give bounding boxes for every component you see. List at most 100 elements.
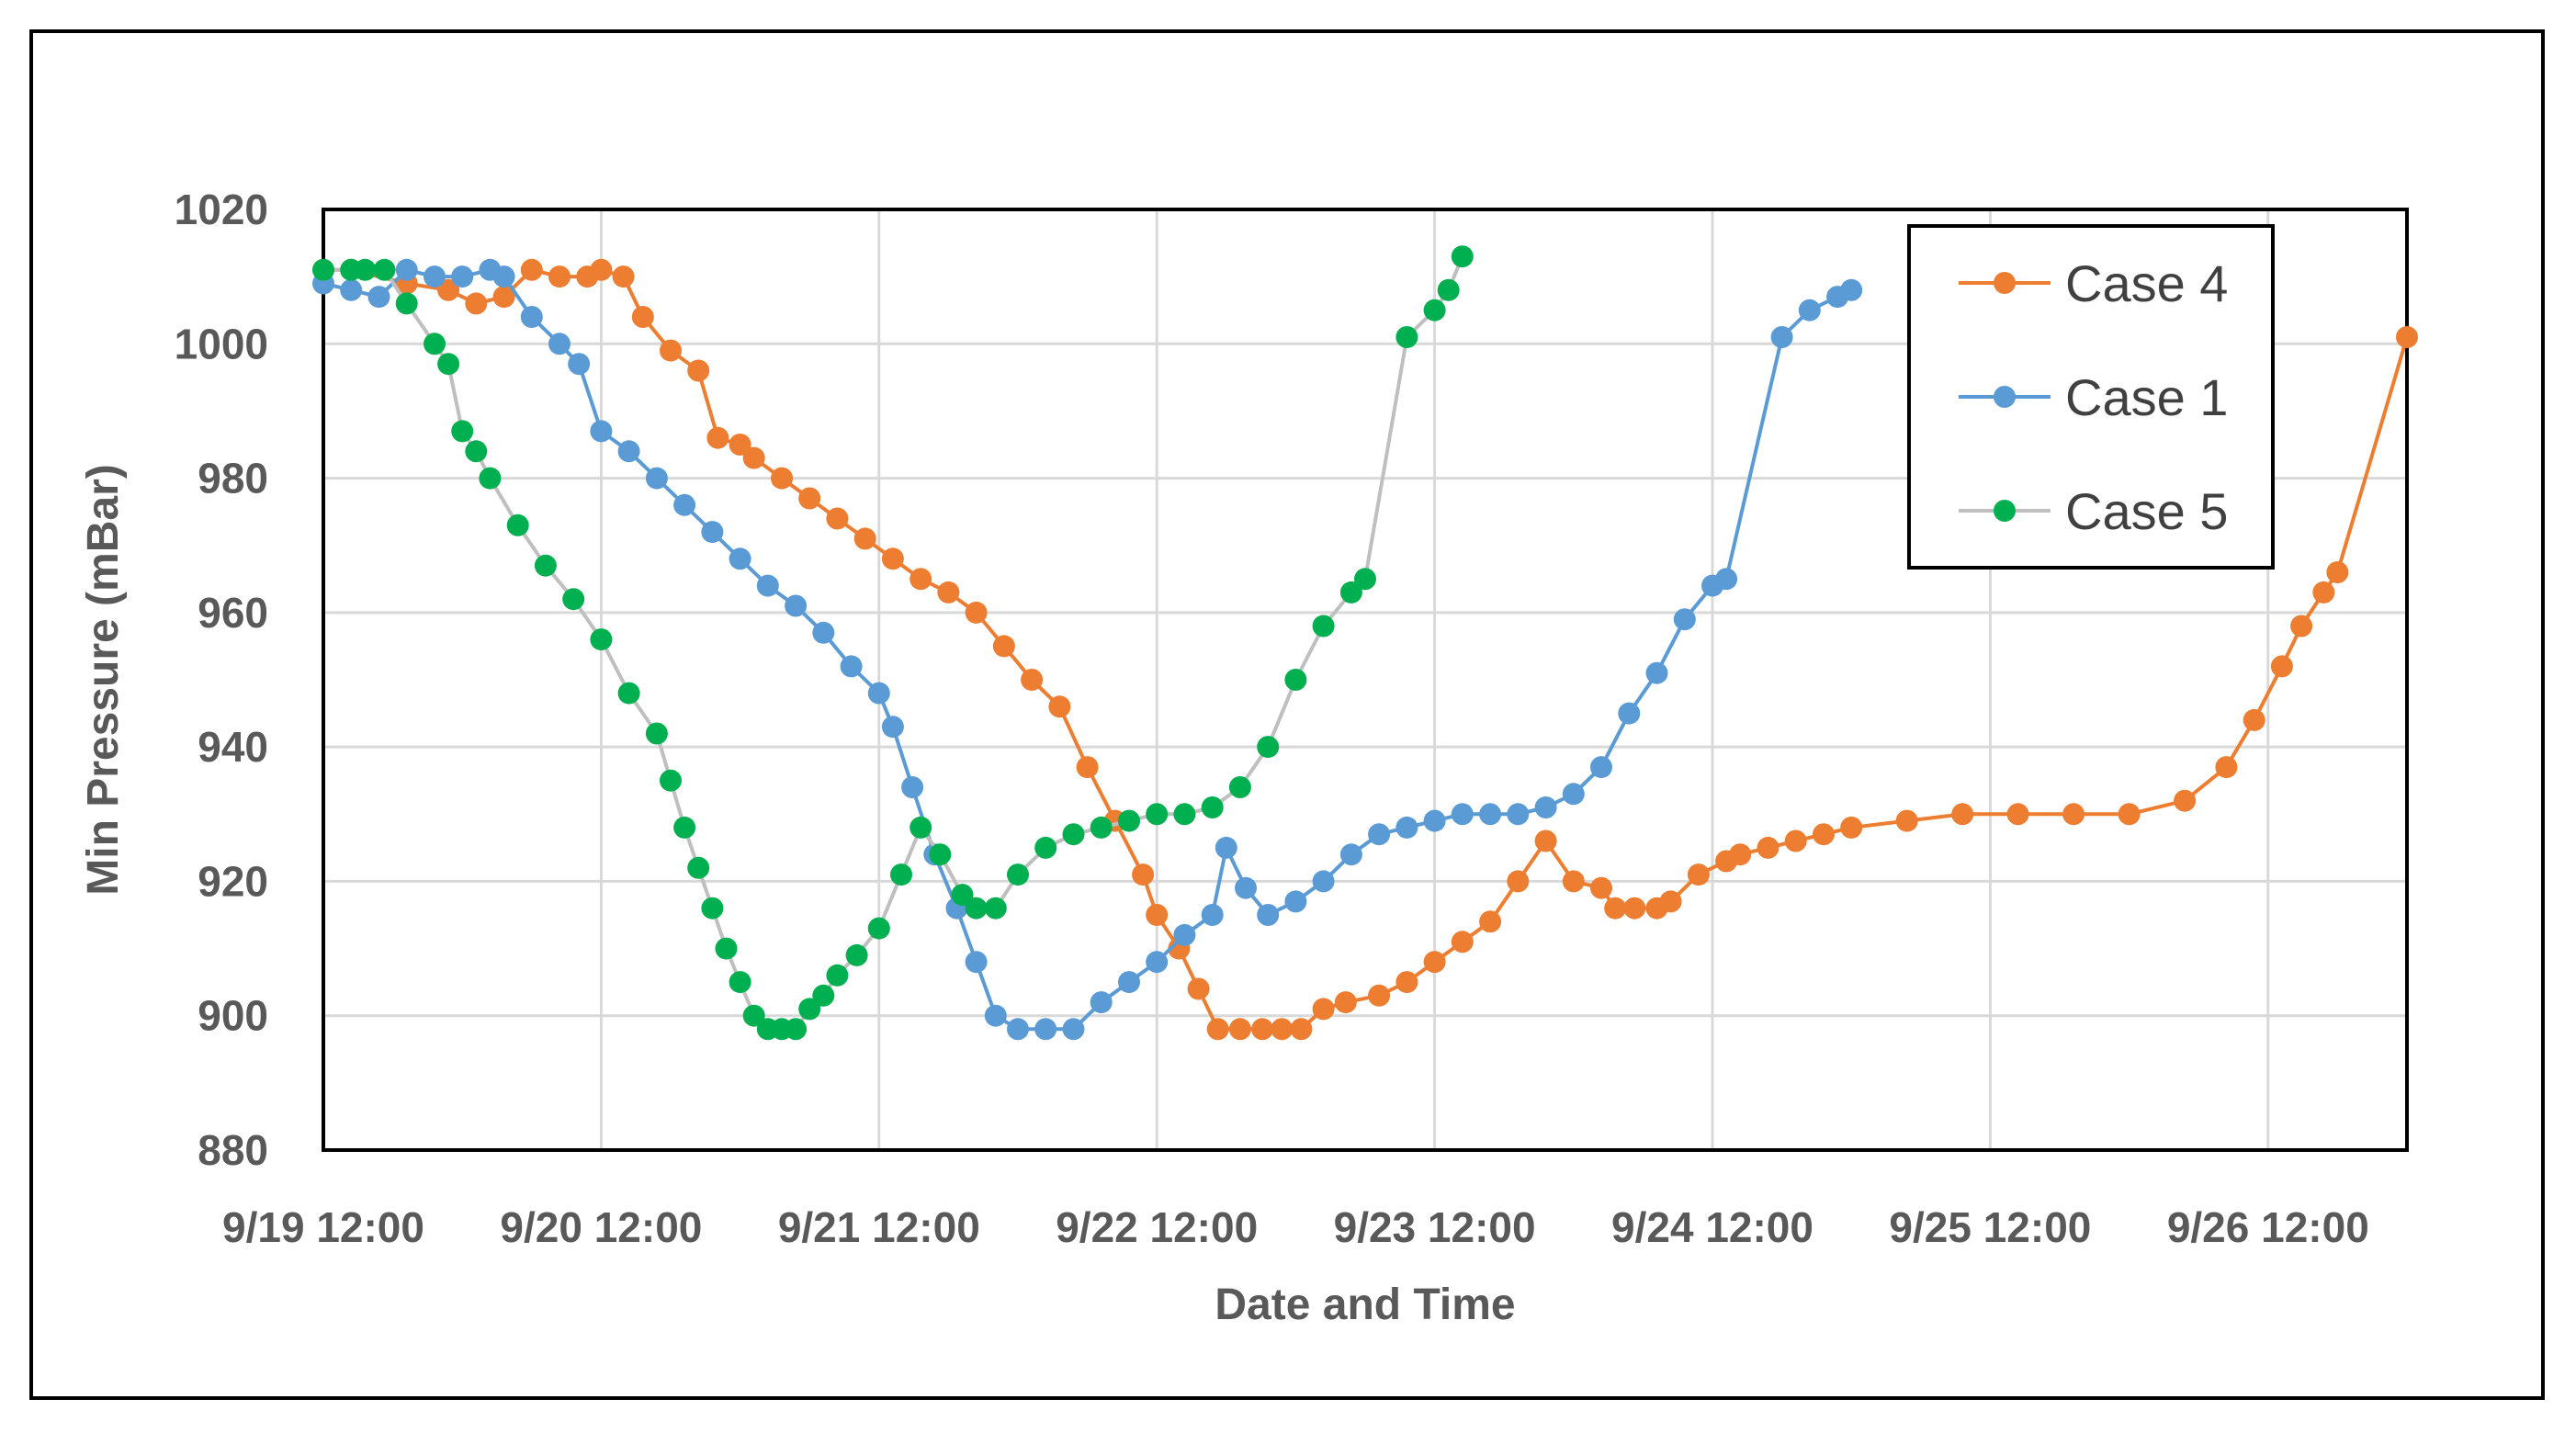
- data-point-case-4: [1423, 951, 1446, 974]
- x-tick-label: 9/19 12:00: [222, 1203, 424, 1251]
- data-point-case-5: [1284, 669, 1307, 691]
- data-point-case-4: [1290, 1018, 1313, 1041]
- data-point-case-5: [1395, 326, 1418, 348]
- data-point-case-1: [1368, 823, 1391, 846]
- data-point-case-1: [1673, 608, 1696, 631]
- series-case-1: [312, 258, 1863, 1041]
- data-point-case-1: [812, 621, 835, 644]
- data-point-case-5: [1312, 615, 1335, 638]
- data-point-case-4: [1312, 998, 1335, 1021]
- data-point-case-4: [2326, 561, 2349, 583]
- y-tick-label: 1000: [175, 320, 268, 367]
- data-point-case-4: [881, 547, 904, 570]
- data-point-case-5: [1257, 736, 1280, 759]
- data-point-case-4: [1187, 977, 1210, 1000]
- data-point-case-4: [1534, 829, 1557, 852]
- data-point-case-5: [1146, 803, 1169, 826]
- data-point-case-5: [715, 937, 738, 960]
- data-point-case-1: [1118, 971, 1140, 994]
- y-tick-label: 960: [198, 589, 268, 637]
- data-point-case-4: [1076, 756, 1099, 779]
- data-point-case-4: [2243, 708, 2265, 731]
- data-point-case-4: [1562, 870, 1585, 893]
- data-point-case-1: [548, 333, 571, 355]
- data-point-case-4: [2174, 789, 2197, 812]
- data-point-case-5: [506, 513, 529, 536]
- data-point-case-5: [562, 588, 585, 611]
- data-point-case-1: [1062, 1018, 1085, 1041]
- data-point-case-5: [867, 917, 890, 940]
- y-tick-label: 920: [198, 857, 268, 905]
- data-point-case-1: [367, 286, 390, 309]
- series-layer: [312, 245, 2418, 1041]
- data-point-case-1: [984, 1004, 1007, 1027]
- data-point-case-4: [1687, 863, 1710, 886]
- data-point-case-1: [901, 776, 924, 798]
- data-point-case-4: [1228, 1018, 1251, 1041]
- data-point-case-1: [424, 265, 446, 288]
- legend-marker-case-5: [1994, 500, 2016, 522]
- x-tick-label: 9/26 12:00: [2167, 1203, 2369, 1251]
- data-point-case-5: [965, 897, 988, 920]
- data-point-case-5: [1118, 809, 1140, 832]
- data-point-case-5: [826, 964, 849, 987]
- x-tick-label: 9/20 12:00: [500, 1203, 702, 1251]
- data-point-case-5: [534, 554, 557, 577]
- data-point-case-1: [1645, 661, 1668, 684]
- data-point-case-4: [937, 581, 960, 604]
- data-point-case-5: [910, 816, 932, 839]
- data-point-case-4: [1757, 836, 1779, 859]
- data-point-case-1: [1770, 326, 1793, 348]
- data-point-case-5: [673, 816, 696, 839]
- data-point-case-4: [1132, 863, 1155, 886]
- legend-marker-case-1: [1994, 386, 2016, 408]
- legend-marker-case-4: [1994, 272, 2016, 294]
- data-point-case-4: [1623, 897, 1646, 920]
- data-point-case-4: [1604, 897, 1627, 920]
- data-point-case-1: [1339, 843, 1362, 866]
- data-point-case-4: [742, 446, 765, 469]
- data-point-case-5: [1062, 823, 1085, 846]
- data-point-case-4: [1659, 890, 1682, 913]
- x-tick-label: 9/22 12:00: [1056, 1203, 1258, 1251]
- x-tick-label: 9/24 12:00: [1611, 1203, 1813, 1251]
- data-point-case-5: [660, 769, 682, 792]
- data-point-case-5: [590, 628, 613, 651]
- data-point-case-4: [992, 635, 1015, 658]
- data-point-case-4: [965, 601, 988, 624]
- data-point-case-1: [1312, 870, 1335, 893]
- data-point-case-1: [520, 306, 543, 328]
- data-point-case-1: [1007, 1018, 1029, 1041]
- data-point-case-4: [660, 339, 682, 362]
- data-point-case-1: [785, 594, 808, 617]
- data-point-case-4: [631, 306, 654, 328]
- data-point-case-1: [1201, 904, 1224, 926]
- data-point-case-5: [395, 292, 418, 315]
- data-point-case-4: [1206, 1018, 1229, 1041]
- data-point-case-4: [590, 258, 613, 281]
- data-point-case-5: [1451, 245, 1474, 268]
- data-point-case-1: [1173, 923, 1196, 946]
- data-point-case-1: [1257, 904, 1280, 926]
- data-point-case-4: [1334, 991, 1357, 1014]
- data-point-case-5: [1007, 863, 1029, 886]
- legend: Case 4 Case 1 Case 5: [1907, 224, 2275, 570]
- data-point-case-5: [1228, 776, 1251, 798]
- data-point-case-4: [771, 467, 793, 490]
- y-tick-label: 900: [198, 992, 268, 1040]
- data-point-case-1: [1284, 890, 1307, 913]
- data-point-case-1: [395, 258, 418, 281]
- data-point-case-5: [312, 258, 334, 281]
- data-point-case-4: [1021, 669, 1044, 691]
- x-tick-label: 9/23 12:00: [1334, 1203, 1536, 1251]
- data-point-case-5: [1034, 836, 1057, 859]
- data-point-case-4: [1395, 971, 1418, 994]
- data-point-case-4: [2118, 803, 2141, 826]
- data-point-case-4: [1813, 823, 1835, 846]
- data-point-case-5: [729, 971, 751, 994]
- data-point-case-1: [645, 467, 668, 490]
- data-point-case-5: [354, 258, 377, 281]
- y-tick-label: 940: [198, 723, 268, 771]
- y-tick-label: 1020: [175, 186, 268, 233]
